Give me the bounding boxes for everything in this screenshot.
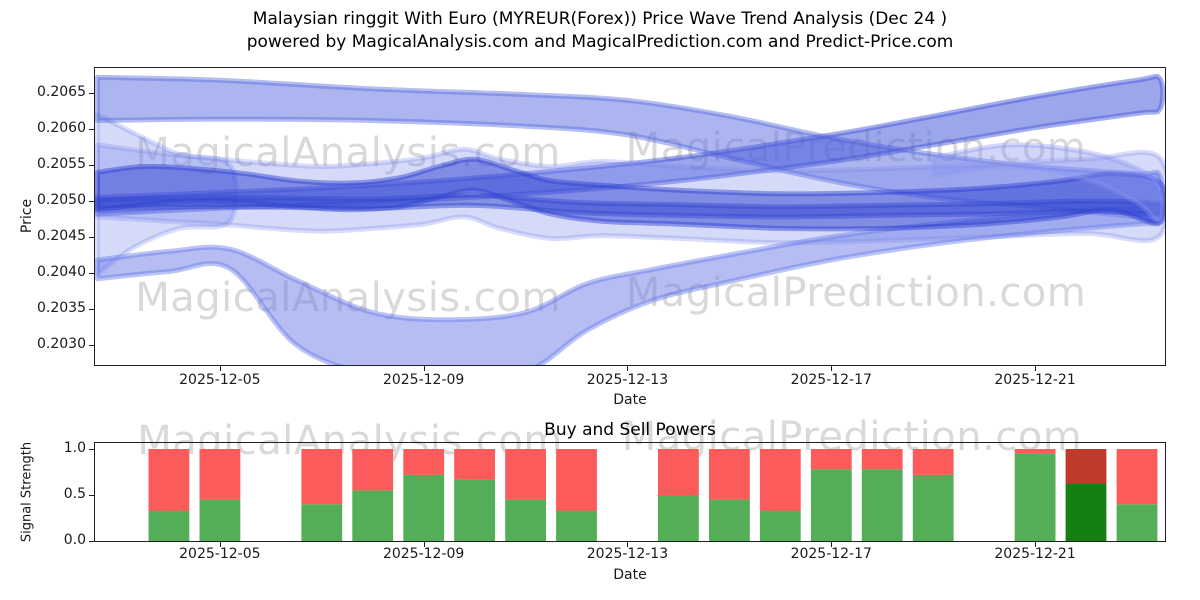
buy-power-bar — [709, 499, 750, 541]
power-xtick-mark — [1035, 542, 1037, 547]
price-ytick-mark — [89, 308, 94, 310]
buy-power-bar — [759, 510, 801, 541]
sell-power-bar — [148, 449, 190, 511]
sell-power-bar — [505, 449, 546, 500]
power-xtick-mark — [423, 542, 425, 547]
sell-power-bar — [352, 449, 394, 491]
power-ytick-label: 0.5 — [63, 485, 86, 502]
buy-power-bar — [199, 499, 241, 541]
sell-power-bar — [301, 449, 343, 505]
price-ytick-mark — [89, 93, 94, 95]
price-xtick-mark — [831, 366, 833, 371]
buy-power-bar — [454, 479, 495, 541]
sell-power-bar — [1014, 449, 1056, 454]
price-x-axis-label: Date — [613, 392, 647, 408]
buy-power-bar — [1014, 453, 1056, 541]
sell-power-bar — [1116, 449, 1158, 505]
price-ytick-mark — [89, 129, 94, 131]
power-ytick-mark — [89, 494, 94, 496]
price-band-narrow-line — [95, 192, 1165, 220]
power-xtick-label: 2025-12-21 — [994, 546, 1076, 562]
price-ytick-mark — [89, 344, 94, 346]
price-chart-svg — [95, 73, 1165, 365]
price-xtick-label: 2025-12-17 — [790, 372, 872, 388]
figure-title-line2: powered by MagicalAnalysis.com and Magic… — [246, 32, 954, 52]
power-xtick-mark — [831, 542, 833, 547]
sell-power-bar — [556, 449, 597, 511]
buy-power-bar — [556, 510, 597, 541]
sell-power-bar — [912, 449, 954, 475]
buy-power-bar — [505, 499, 546, 541]
price-xtick-mark — [219, 366, 221, 371]
power-xtick-mark — [627, 542, 629, 547]
power-xtick-label: 2025-12-09 — [382, 546, 465, 562]
buy-power-bar — [861, 469, 903, 541]
buy-power-bar — [301, 504, 343, 541]
price-ytick-label: 0.2045 — [37, 227, 86, 244]
price-ytick-label: 0.2060 — [37, 120, 86, 137]
power-xtick-mark — [219, 542, 221, 547]
power-chart-svg — [148, 449, 1158, 541]
sell-power-bar — [709, 449, 750, 500]
price-xtick-mark — [627, 366, 629, 371]
price-ytick-label: 0.2055 — [37, 156, 86, 173]
buy-power-bar — [1116, 504, 1158, 541]
sell-power-bar — [759, 449, 801, 511]
price-band-right-hook — [930, 142, 1165, 224]
price-ytick-label: 0.2040 — [37, 263, 86, 280]
power-xtick-label: 2025-12-17 — [790, 546, 872, 562]
price-ytick-label: 0.2030 — [37, 335, 86, 352]
buy-power-bar — [148, 510, 190, 541]
price-xtick-label: 2025-12-05 — [179, 372, 261, 388]
sell-power-bar — [810, 449, 852, 470]
price-ytick-mark — [89, 272, 94, 274]
power-ytick-mark — [89, 448, 94, 450]
sell-power-bar — [861, 449, 903, 470]
price-ytick-label: 0.2050 — [37, 192, 86, 209]
price-ytick-mark — [89, 236, 94, 238]
power-ytick-mark — [89, 541, 94, 542]
figure-title-line1: Malaysian ringgit With Euro (MYREUR(Fore… — [252, 9, 948, 29]
power-chart-plot-area — [94, 442, 1166, 542]
buy-power-bar — [403, 474, 445, 541]
power-ytick-label: 1.0 — [63, 439, 86, 456]
price-xtick-label: 2025-12-21 — [994, 372, 1076, 388]
buy-power-bar — [1065, 483, 1107, 541]
power-chart-title: Buy and Sell Powers — [544, 420, 716, 440]
price-chart-plot-area — [94, 67, 1166, 366]
price-xtick-label: 2025-12-09 — [382, 372, 465, 388]
price-xtick-mark — [1035, 366, 1037, 371]
sell-power-bar — [199, 449, 241, 500]
buy-power-bar — [810, 469, 852, 541]
power-xtick-label: 2025-12-05 — [179, 546, 261, 562]
price-ytick-label: 0.2035 — [37, 299, 86, 316]
price-ytick-label: 0.2065 — [37, 84, 86, 101]
power-xtick-label: 2025-12-13 — [586, 546, 669, 562]
buy-power-bar — [352, 490, 394, 541]
buy-power-bar — [912, 474, 954, 541]
power-ytick-label: 0.0 — [63, 532, 86, 548]
price-ytick-mark — [89, 201, 94, 203]
sell-power-bar — [1065, 449, 1107, 484]
price-xtick-label: 2025-12-13 — [586, 372, 669, 388]
buy-power-bar — [658, 495, 699, 541]
power-x-axis-label: Date — [613, 567, 647, 583]
price-xtick-mark — [423, 366, 425, 371]
sell-power-bar — [658, 449, 699, 495]
sell-power-bar — [454, 449, 495, 480]
sell-power-bar — [403, 449, 445, 475]
price-ytick-mark — [89, 165, 94, 167]
